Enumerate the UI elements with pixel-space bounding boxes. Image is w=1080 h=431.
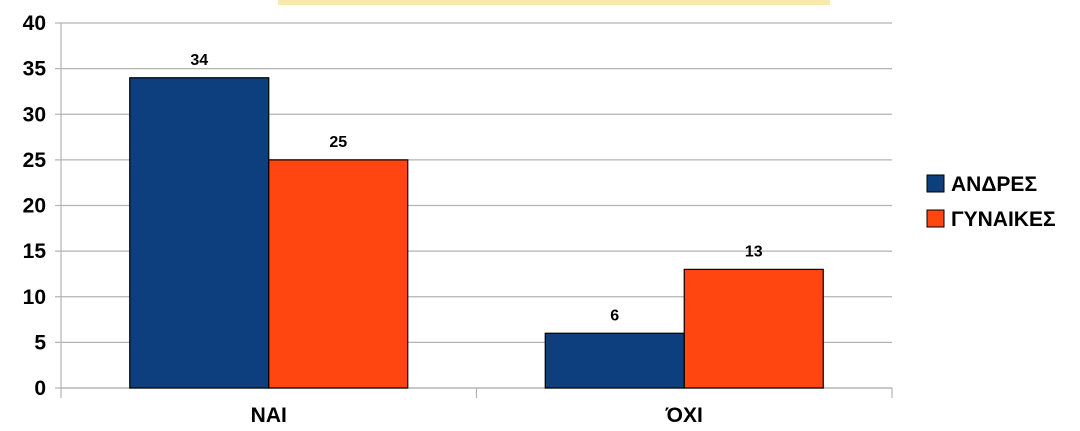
x-axis-category-labels: ΝΑΙ ΌΧΙ	[251, 404, 703, 427]
y-tick-label: 30	[23, 103, 46, 126]
legend: ΑΝΔΡΕΣ ΓΥΝΑΙΚΕΣ	[926, 173, 1056, 231]
bar-gynaikes-1	[268, 159, 409, 389]
data-labels: 34 25 6 13	[190, 52, 762, 325]
title-strip	[278, 0, 830, 5]
y-tick-label: 5	[34, 331, 46, 354]
bar-gynaikes-2	[683, 268, 824, 389]
data-label: 25	[329, 134, 347, 151]
y-tick-label: 20	[23, 195, 46, 218]
y-tick-label: 0	[34, 377, 46, 400]
y-tick-label: 35	[23, 58, 47, 81]
y-tick-label: 10	[23, 286, 46, 309]
data-label: 13	[745, 243, 763, 260]
legend-label-andres: ΑΝΔΡΕΣ	[951, 173, 1037, 196]
legend-swatch-gynaikes	[926, 209, 945, 228]
bars	[129, 77, 824, 389]
y-tick-label: 25	[23, 149, 47, 172]
legend-swatch-andres	[926, 174, 945, 193]
bar-andres-2	[544, 332, 685, 389]
data-label: 6	[610, 307, 619, 324]
bar-andres-1	[129, 77, 270, 389]
y-tick-label: 40	[23, 12, 46, 35]
legend-label-gynaikes: ΓΥΝΑΙΚΕΣ	[951, 208, 1056, 231]
x-category-label: ΌΧΙ	[665, 404, 703, 427]
data-label: 34	[190, 52, 208, 69]
x-category-label: ΝΑΙ	[251, 404, 287, 427]
y-tick-label: 15	[23, 240, 47, 263]
y-axis-tick-labels: 0 5 10 15 20 25 30 35 40	[23, 12, 47, 400]
